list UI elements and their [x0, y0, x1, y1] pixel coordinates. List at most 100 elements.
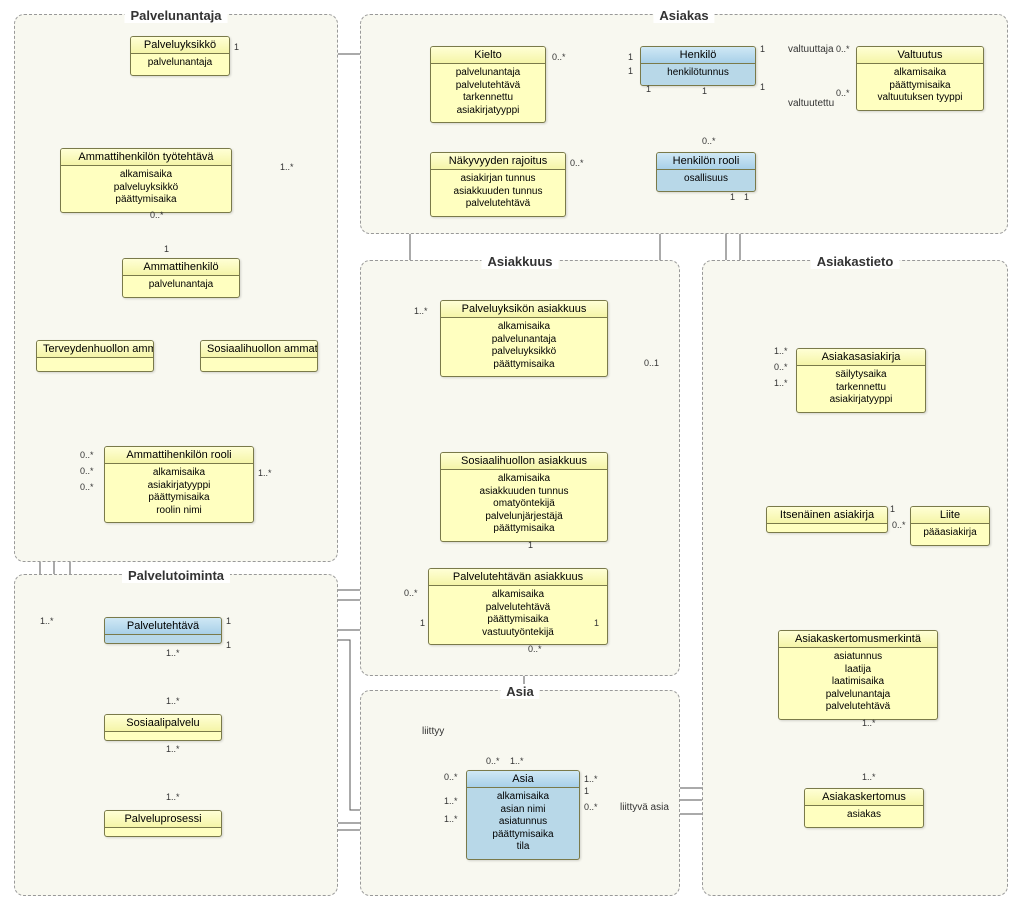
class-sosiaalipalvelu: Sosiaalipalvelu	[104, 714, 222, 741]
label-valtuutettu: valtuutettu	[788, 98, 834, 109]
mult: 1..*	[444, 796, 458, 806]
class-palveluyksikon_asiakkuus: Palveluyksikön asiakkuusalkamisaikapalve…	[440, 300, 608, 377]
package-title: Asia	[500, 684, 539, 699]
class-title: Ammattihenkilön työtehtävä	[61, 149, 231, 166]
class-sos_ah: Sosiaalihuollon ammattihenkilö	[200, 340, 318, 372]
class-attrs: asiakirjan tunnusasiakkuuden tunnuspalve…	[431, 170, 565, 216]
class-attrs: säilytysaikatarkennettuasiakirjatyyppi	[797, 366, 925, 412]
class-attrs: alkamisaikapalvelunantajapalveluyksikköp…	[441, 318, 607, 376]
mult: 0..*	[836, 44, 850, 54]
class-attrs: pääasiakirja	[911, 524, 989, 545]
class-title: Asiakasasiakirja	[797, 349, 925, 366]
class-asia: Asiaalkamisaikaasian nimiasiatunnuspäätt…	[466, 770, 580, 860]
class-ammattihenkilon_rooli: Ammattihenkilön roolialkamisaikaasiakirj…	[104, 446, 254, 523]
mult: 1	[528, 540, 533, 550]
mult: 0..*	[444, 772, 458, 782]
package-title: Asiakkuus	[481, 254, 558, 269]
mult: 1	[584, 786, 589, 796]
mult: 0..*	[552, 52, 566, 62]
mult: 1	[890, 504, 895, 514]
class-attrs: asiakas	[805, 806, 923, 827]
mult: 1	[226, 616, 231, 626]
mult: 1	[744, 192, 749, 202]
class-title: Henkilön rooli	[657, 153, 755, 170]
mult: 1	[628, 66, 633, 76]
package-title: Asiakastieto	[811, 254, 900, 269]
mult: 1..*	[774, 346, 788, 356]
mult: 1	[760, 44, 765, 54]
mult: 1..*	[166, 744, 180, 754]
class-title: Palveluprosessi	[105, 811, 221, 828]
mult: 1	[226, 640, 231, 650]
class-title: Näkyvyyden rajoitus	[431, 153, 565, 170]
mult: 1..*	[414, 306, 428, 316]
class-title: Asia	[467, 771, 579, 788]
class-title: Ammattihenkilö	[123, 259, 239, 276]
class-ammattihenkilo: Ammattihenkilöpalvelunantaja	[122, 258, 240, 298]
class-title: Valtuutus	[857, 47, 983, 64]
class-title: Sosiaalihuollon asiakkuus	[441, 453, 607, 470]
class-attrs: alkamisaikapäättymisaikavaltuutuksen tyy…	[857, 64, 983, 110]
class-title: Asiakaskertomusmerkintä	[779, 631, 937, 648]
class-ammattihenkilon_tyotehtava: Ammattihenkilön työtehtäväalkamisaikapal…	[60, 148, 232, 213]
mult: 1	[646, 84, 651, 94]
mult: 1	[594, 618, 599, 628]
mult: 1..*	[40, 616, 54, 626]
class-title: Palveluyksikön asiakkuus	[441, 301, 607, 318]
class-valtuutus: Valtuutusalkamisaikapäättymisaikavaltuut…	[856, 46, 984, 111]
class-title: Liite	[911, 507, 989, 524]
mult: 1..*	[510, 756, 524, 766]
class-kielto: Kieltopalvelunantajapalvelutehtävätarken…	[430, 46, 546, 123]
class-title: Itsenäinen asiakirja	[767, 507, 887, 524]
package-title: Palvelunantaja	[124, 8, 227, 23]
mult: 0..*	[570, 158, 584, 168]
mult: 1..*	[280, 162, 294, 172]
class-attrs: asiatunnuslaatijalaatimisaikapalvelunant…	[779, 648, 937, 719]
class-attrs: alkamisaikaasiakirjatyyppipäättymisaikar…	[105, 464, 253, 522]
mult: 0..*	[486, 756, 500, 766]
mult: 1..*	[166, 696, 180, 706]
mult: 1	[730, 192, 735, 202]
class-attrs: palvelunantaja	[123, 276, 239, 297]
class-title: Sosiaalipalvelu	[105, 715, 221, 732]
mult: 0..*	[150, 210, 164, 220]
class-attrs: palvelunantaja	[131, 54, 229, 75]
mult: 1	[702, 86, 707, 96]
class-terv_ah: Terveydenhuollon ammattihenkilö	[36, 340, 154, 372]
class-title: Sosiaalihuollon ammattihenkilö	[201, 341, 317, 358]
class-itsenainen_asiakirja: Itsenäinen asiakirja	[766, 506, 888, 533]
mult: 0..*	[80, 450, 94, 460]
class-attrs: alkamisaikapalvelutehtäväpäättymisaikava…	[429, 586, 607, 644]
class-attrs: henkilötunnus	[641, 64, 755, 85]
package-title: Palvelutoiminta	[122, 568, 230, 583]
mult: 1..*	[166, 792, 180, 802]
mult: 1	[234, 42, 239, 52]
mult: 0..*	[774, 362, 788, 372]
mult: 1..*	[862, 772, 876, 782]
mult: 0..*	[80, 466, 94, 476]
class-title: Asiakaskertomus	[805, 789, 923, 806]
mult: 1..*	[166, 648, 180, 658]
mult: 1..*	[862, 718, 876, 728]
mult: 1	[628, 52, 633, 62]
class-henkilon_rooli: Henkilön rooliosallisuus	[656, 152, 756, 192]
label-valtuuttaja: valtuuttaja	[788, 44, 834, 55]
class-title: Kielto	[431, 47, 545, 64]
class-palvelutehtava: Palvelutehtävä	[104, 617, 222, 644]
mult: 1	[420, 618, 425, 628]
class-title: Palvelutehtävä	[105, 618, 221, 635]
class-title: Henkilö	[641, 47, 755, 64]
class-attrs: alkamisaikaasiakkuuden tunnusomatyönteki…	[441, 470, 607, 541]
label-liittyva-asia: liittyvä asia	[620, 802, 669, 813]
class-henkilo: Henkilöhenkilötunnus	[640, 46, 756, 86]
class-asiakaskertomus: Asiakaskertomusasiakas	[804, 788, 924, 828]
mult: 0..*	[528, 644, 542, 654]
class-asiakasasiakirja: Asiakasasiakirjasäilytysaikatarkennettua…	[796, 348, 926, 413]
mult: 1..*	[584, 774, 598, 784]
mult: 0..*	[892, 520, 906, 530]
mult: 0..*	[836, 88, 850, 98]
class-title: Palveluyksikkö	[131, 37, 229, 54]
class-palveluyksikko: Palveluyksikköpalvelunantaja	[130, 36, 230, 76]
class-title: Palvelutehtävän asiakkuus	[429, 569, 607, 586]
mult: 0..1	[644, 358, 659, 368]
